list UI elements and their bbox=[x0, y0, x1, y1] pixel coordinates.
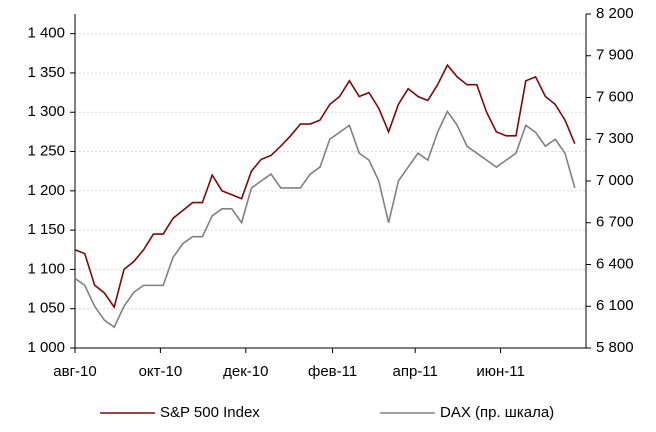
y-tick-label: 1 400 bbox=[27, 25, 65, 42]
y2-tick-label: 6 700 bbox=[596, 214, 634, 231]
y2-tick-label: 5 800 bbox=[596, 339, 634, 356]
y-tick-label: 1 100 bbox=[27, 260, 65, 277]
y-tick-label: 1 000 bbox=[27, 339, 65, 356]
x-tick-label: окт-10 bbox=[139, 363, 183, 380]
y2-tick-label: 7 300 bbox=[596, 130, 634, 147]
y-tick-label: 1 150 bbox=[27, 221, 65, 238]
y-tick-label: 1 050 bbox=[27, 300, 65, 317]
series-line bbox=[74, 109, 576, 329]
x-tick-label: фев-11 bbox=[308, 363, 357, 380]
x-tick-label: дек-10 bbox=[223, 363, 268, 380]
x-tick-label: авг-10 bbox=[53, 363, 96, 380]
y2-tick-label: 8 200 bbox=[596, 5, 634, 22]
legend-label: S&P 500 Index bbox=[160, 404, 260, 421]
legend-label: DAX (пр. шкала) bbox=[440, 404, 554, 421]
y-tick-label: 1 250 bbox=[27, 142, 65, 159]
y2-tick-label: 6 400 bbox=[596, 255, 634, 272]
y2-tick-label: 7 000 bbox=[596, 172, 634, 189]
series-line bbox=[74, 63, 576, 310]
y2-tick-label: 7 900 bbox=[596, 47, 634, 64]
y-tick-label: 1 300 bbox=[27, 103, 65, 120]
y2-tick-label: 6 100 bbox=[596, 297, 634, 314]
x-tick-label: июн-11 bbox=[476, 363, 524, 380]
y2-tick-label: 7 600 bbox=[596, 88, 634, 105]
y-tick-label: 1 200 bbox=[27, 182, 65, 199]
x-tick-label: апр-11 bbox=[393, 363, 438, 380]
y-tick-label: 1 350 bbox=[27, 64, 65, 81]
